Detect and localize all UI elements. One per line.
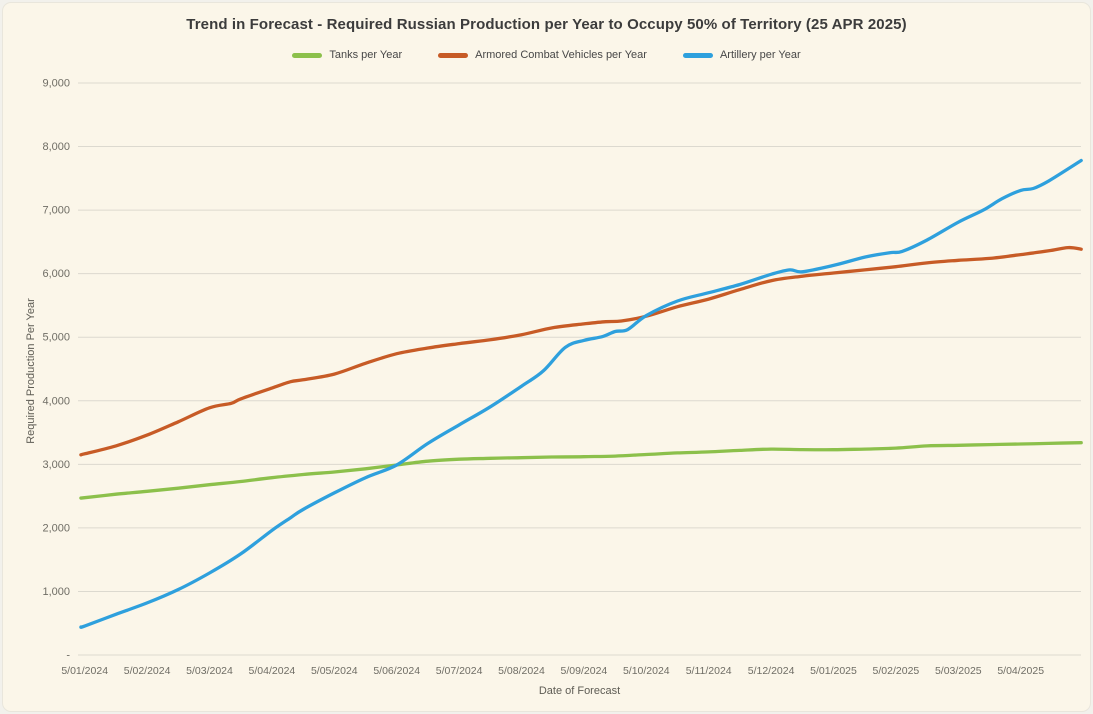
x-tick-label: 5/12/2024 [748, 665, 795, 677]
legend-item-tanks-per-year: Tanks per Year [292, 49, 402, 61]
x-tick-label: 5/10/2024 [623, 665, 670, 677]
x-tick-label: 5/03/2024 [186, 665, 233, 677]
y-tick-label: 3,000 [42, 459, 70, 471]
series-line-artillery-per-year [79, 158, 1083, 629]
legend-swatch-icon [682, 52, 713, 58]
x-tick-label: 5/08/2024 [498, 665, 545, 677]
x-tick-label: 5/01/2025 [810, 665, 857, 677]
legend-label: Artillery per Year [719, 49, 801, 61]
x-tick-label: 5/11/2024 [686, 665, 732, 677]
y-tick-label: 2,000 [42, 522, 70, 534]
x-tick-label: 5/02/2025 [873, 665, 920, 677]
x-tick-label: 5/03/2025 [935, 665, 982, 677]
x-tick-label: 5/02/2024 [124, 665, 171, 677]
y-tick-label: 8,000 [42, 141, 70, 153]
chart-title: Trend in Forecast - Required Russian Pro… [186, 16, 907, 33]
plot-area: - 1,000 2,000 3,000 4,000 5,000 6,000 7,000 8,00… [42, 78, 1083, 677]
y-tick-label: 5,000 [42, 332, 70, 344]
x-tick-label: 5/04/2025 [997, 665, 1044, 677]
y-tick-label: 1,000 [42, 586, 70, 598]
y-axis-title: Required Production Per Year [25, 298, 37, 444]
legend-label: Armored Combat Vehicles per Year [475, 49, 647, 61]
x-tick-label: 5/09/2024 [561, 665, 608, 677]
legend: Tanks per Year Armored Combat Vehicles pe… [3, 49, 1090, 61]
y-tick-label: 9,000 [42, 78, 70, 90]
legend-item-artillery-per-year: Artillery per Year [682, 49, 801, 61]
x-axis-title: Date of Forecast [538, 685, 621, 697]
y-tick-label: 7,000 [42, 205, 70, 217]
legend-swatch-icon [292, 52, 323, 58]
x-tick-label: 5/05/2024 [311, 665, 358, 677]
y-tick-label: 6,000 [42, 268, 70, 280]
x-tick-label: 5/01/2024 [61, 665, 108, 677]
legend-label: Tanks per Year [329, 49, 403, 61]
legend-item-armored-combat-vehicles-per-year: Armored Combat Vehicles per Year [438, 49, 647, 61]
y-tick-label: - [66, 650, 70, 662]
series-line-tanks-per-year [79, 441, 1083, 500]
x-tick-label: 5/06/2024 [373, 665, 420, 677]
y-tick-label: 4,000 [42, 395, 70, 407]
legend-swatch-icon [438, 52, 469, 58]
x-tick-label: 5/04/2024 [249, 665, 296, 677]
series-line-armored-combat-vehicles-per-year [79, 245, 1083, 457]
x-tick-label: 5/07/2024 [436, 665, 483, 677]
